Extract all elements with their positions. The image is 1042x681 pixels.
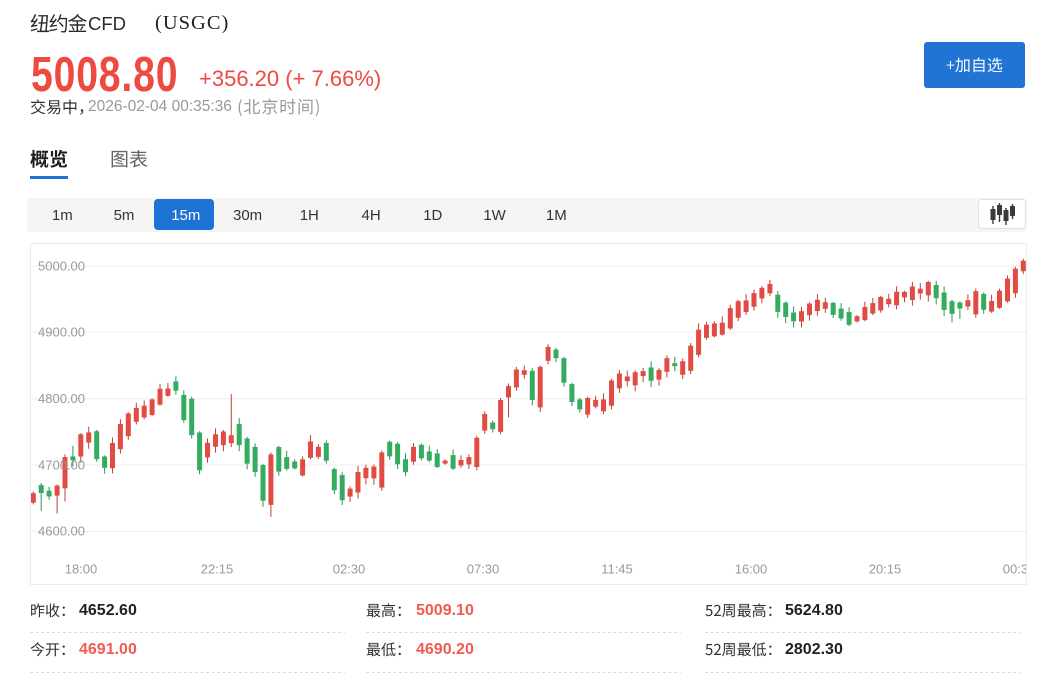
svg-text:11:45: 11:45 [601,562,633,577]
svg-text:4600.00: 4600.00 [38,524,85,539]
svg-text:4700.00: 4700.00 [38,457,85,472]
svg-text:07:30: 07:30 [467,562,500,577]
svg-text:20:15: 20:15 [869,562,902,577]
svg-text:4900.00: 4900.00 [38,325,85,340]
svg-text:16:00: 16:00 [735,562,768,577]
svg-text:02:30: 02:30 [333,562,366,577]
svg-text:4800.00: 4800.00 [38,391,85,406]
svg-text:00:30: 00:30 [1003,562,1026,577]
svg-text:18:00: 18:00 [65,562,98,577]
svg-text:22:15: 22:15 [201,562,234,577]
svg-text:5000.00: 5000.00 [38,258,85,273]
